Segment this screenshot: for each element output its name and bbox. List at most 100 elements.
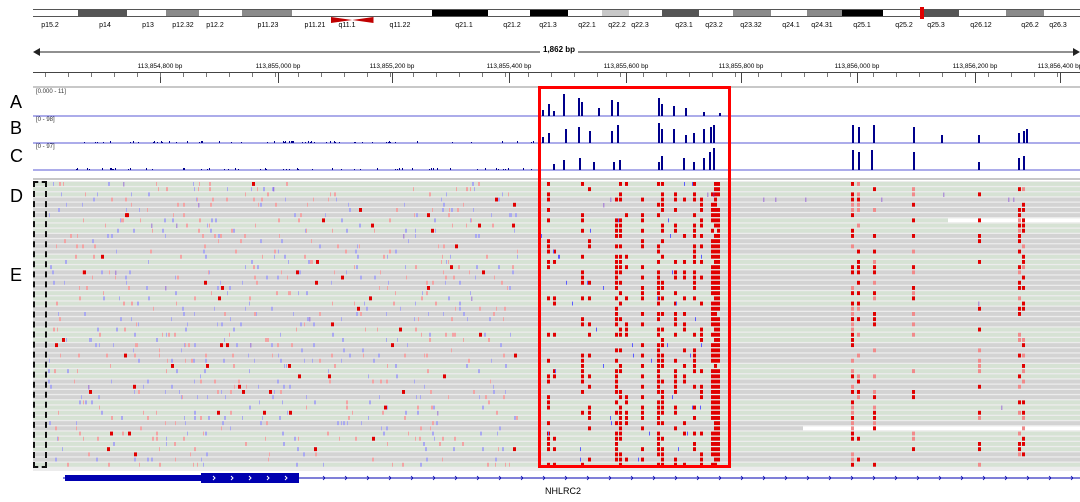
read-row[interactable] [33, 395, 1080, 400]
ideogram-band[interactable] [1044, 10, 1080, 16]
mismatch-mark [714, 249, 717, 254]
read-row[interactable] [33, 421, 1080, 426]
read-row[interactable] [33, 374, 1080, 379]
ruler-minor-tick [1011, 73, 1012, 77]
position-ruler[interactable]: 113,854,800 bp 113,855,000 bp 113,855,200 … [0, 0, 1080, 90]
ideogram-band[interactable] [567, 10, 602, 16]
read-row[interactable] [33, 270, 1080, 275]
read-row[interactable] [33, 358, 1080, 363]
read-row[interactable] [33, 244, 1080, 249]
ideogram-band[interactable] [33, 10, 78, 16]
read-row[interactable] [33, 306, 1080, 311]
gene-track[interactable] [33, 470, 1080, 502]
ideogram-band[interactable] [432, 10, 488, 16]
read-row[interactable] [33, 254, 1080, 259]
mismatch-mark [286, 182, 288, 186]
read-row[interactable] [33, 286, 1080, 290]
read-row[interactable] [33, 332, 1080, 337]
mismatch-mark [89, 390, 92, 394]
read-row[interactable] [33, 317, 1080, 322]
ideogram-band[interactable] [77, 10, 127, 16]
ideogram-band[interactable] [883, 10, 920, 16]
read-row[interactable] [33, 431, 1080, 436]
ideogram-band[interactable] [842, 10, 883, 16]
read-row[interactable] [33, 379, 1080, 384]
ideogram-band[interactable] [602, 10, 629, 16]
read-row[interactable] [33, 218, 1080, 223]
read-row[interactable] [33, 338, 1080, 342]
read-row[interactable] [33, 364, 1080, 368]
read-row[interactable] [33, 390, 1080, 394]
ideogram-band[interactable] [699, 10, 733, 16]
read-row[interactable] [33, 202, 1080, 207]
read-row[interactable] [33, 197, 1080, 202]
read-row[interactable] [33, 416, 1080, 420]
read-row[interactable] [33, 213, 1080, 218]
ideogram-band[interactable] [628, 10, 662, 16]
read-row[interactable] [33, 400, 1080, 405]
read-row[interactable] [33, 327, 1080, 332]
read-row[interactable] [33, 442, 1080, 446]
mismatch-mark [657, 400, 660, 405]
read-row[interactable] [33, 353, 1080, 358]
read-row[interactable] [33, 280, 1080, 285]
read-row[interactable] [33, 182, 1080, 186]
read-row[interactable] [33, 322, 1080, 327]
ideogram-band[interactable] [806, 10, 842, 16]
read-row[interactable] [33, 457, 1080, 462]
mismatch-mark [294, 213, 296, 218]
ideogram-band[interactable] [126, 10, 166, 16]
read-row[interactable] [33, 452, 1080, 457]
read-row[interactable] [33, 228, 1080, 233]
read-row[interactable] [33, 343, 1080, 348]
read-row[interactable] [33, 260, 1080, 264]
mismatch-mark [417, 410, 419, 415]
ideogram-band[interactable] [199, 10, 242, 16]
read-row[interactable] [33, 447, 1080, 452]
mismatch-mark [183, 202, 185, 207]
read-row[interactable] [33, 208, 1080, 212]
read-row[interactable] [33, 275, 1080, 280]
read-row[interactable] [33, 301, 1080, 306]
ideogram-band[interactable] [771, 10, 807, 16]
mismatch-mark [873, 410, 876, 415]
read-row[interactable] [33, 187, 1080, 192]
read-row[interactable] [33, 436, 1080, 441]
ideogram-band[interactable] [291, 10, 331, 16]
ideogram-band[interactable] [241, 10, 292, 16]
ideogram-band[interactable] [488, 10, 530, 16]
read-row[interactable] [33, 348, 1080, 353]
read-row[interactable] [33, 312, 1080, 316]
read-row[interactable] [33, 462, 1080, 467]
read-row[interactable] [33, 291, 1080, 296]
mismatch-mark [162, 228, 164, 233]
read-row[interactable] [33, 369, 1080, 374]
ideogram-band[interactable] [331, 10, 374, 23]
ideogram-band[interactable] [530, 10, 568, 16]
read-row[interactable] [33, 192, 1080, 197]
read-row[interactable] [33, 384, 1080, 389]
mismatch-mark [346, 400, 348, 405]
ideogram-band[interactable] [732, 10, 771, 16]
read-row[interactable] [33, 296, 1080, 301]
ideogram-band[interactable] [920, 10, 959, 16]
read-row[interactable] [33, 239, 1080, 244]
ideogram-band[interactable] [958, 10, 1006, 16]
read-row[interactable] [33, 405, 1080, 410]
ideogram-band[interactable] [662, 10, 699, 16]
chromosome-ideogram[interactable]: p15.2 p14 p13 p12.32 p12.2 p11.23 p11.21 q11.1 q… [33, 7, 1080, 29]
read-row[interactable] [33, 426, 1080, 431]
read-row[interactable] [33, 223, 1080, 228]
mismatch-mark [717, 322, 720, 327]
read-row[interactable] [33, 234, 1080, 238]
read-row[interactable] [33, 249, 1080, 254]
ideogram-band[interactable] [373, 10, 432, 16]
gene-model[interactable] [33, 470, 1080, 486]
read-row[interactable] [33, 410, 1080, 415]
ideogram-band[interactable] [165, 10, 199, 16]
coverage-peak [719, 113, 721, 116]
ideogram-band[interactable] [1005, 10, 1044, 16]
mismatch-mark [488, 400, 490, 405]
read-row[interactable] [33, 265, 1080, 270]
